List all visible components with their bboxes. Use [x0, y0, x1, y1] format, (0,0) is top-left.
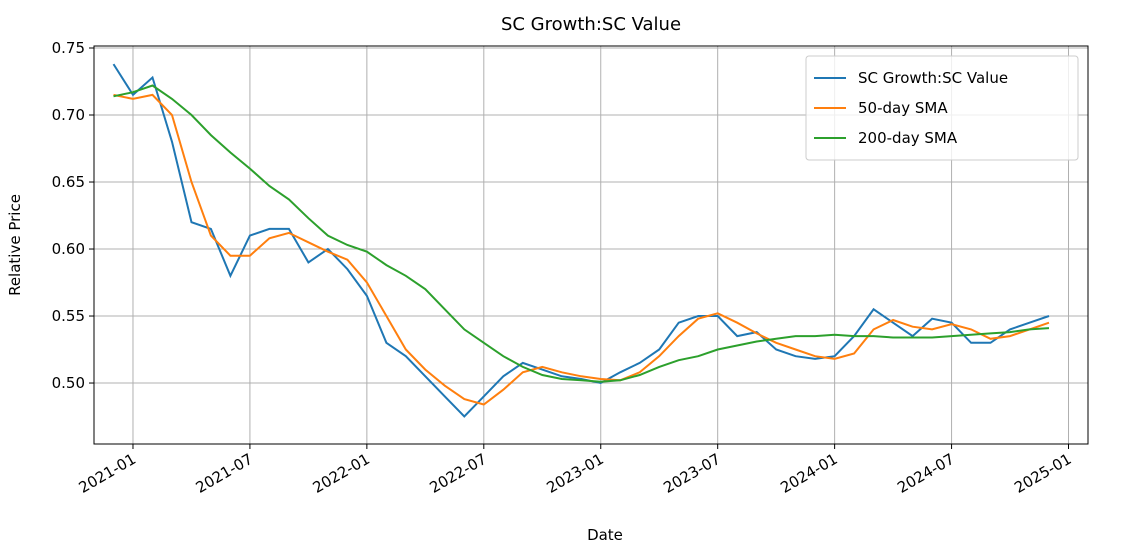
legend-label: 200-day SMA [858, 129, 958, 147]
chart-title: SC Growth:SC Value [501, 14, 681, 35]
x-tick-label: 2023-07 [660, 450, 723, 497]
plot-frame [93, 45, 1089, 445]
legend-box [805, 55, 1079, 161]
x-tick-label: 2025-01 [1011, 450, 1074, 497]
y-tick-label: 0.55 [52, 307, 85, 325]
y-tick-label: 0.50 [52, 374, 85, 392]
y-tick-label: 0.75 [52, 39, 85, 57]
x-tick-label: 2024-01 [777, 450, 840, 497]
x-tick-label: 2021-01 [76, 450, 139, 497]
x-tick-label: 2022-01 [310, 450, 373, 497]
legend: SC Growth:SC Value 50-day SMA 200-day SMA [805, 55, 1079, 161]
y-tick-label: 0.60 [52, 240, 85, 258]
legend-label: SC Growth:SC Value [858, 69, 1008, 87]
series-line [113, 84, 1050, 383]
x-tick-label: 2023-01 [543, 450, 606, 497]
x-tick-label: 2024-07 [894, 450, 957, 497]
x-axis-label: Date [587, 526, 623, 544]
x-tick-label: 2021-07 [193, 450, 256, 497]
y-axis-label: Relative Price [6, 194, 24, 296]
series-line [112, 63, 1050, 418]
y-tick-label: 0.65 [52, 173, 85, 191]
y-tick-label: 0.70 [52, 106, 85, 124]
legend-label: 50-day SMA [858, 99, 948, 117]
series-line [113, 93, 1050, 406]
x-tick-label: 2022-07 [427, 450, 490, 497]
